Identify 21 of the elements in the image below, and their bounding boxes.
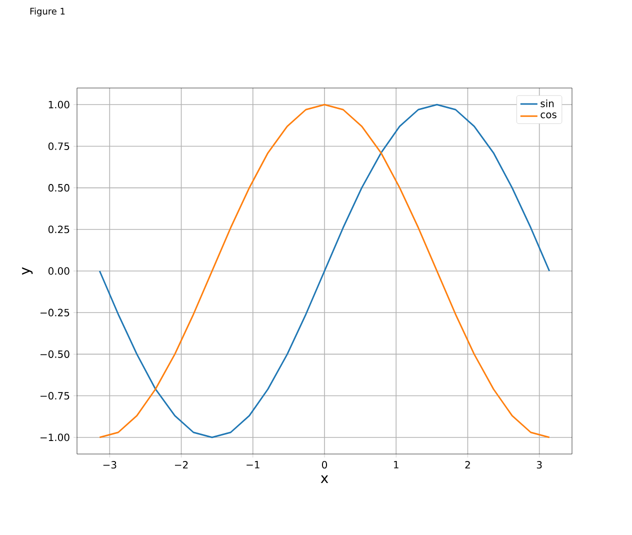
y-tick-label: 0.50 [48, 184, 70, 192]
y-tick-label: 1.00 [48, 100, 70, 108]
y-tick-label: −1.00 [40, 434, 70, 442]
x-tick-label: 0 [322, 461, 328, 469]
x-tick-label: 2 [465, 461, 470, 468]
caption: Figure 1 [30, 8, 65, 16]
y-tick-label: −0.75 [40, 392, 70, 400]
legend-label: sin [540, 99, 554, 108]
y-axis-title: y [22, 267, 33, 275]
x-tick-label: −3 [103, 461, 116, 469]
y-tick-label: −0.50 [40, 350, 70, 358]
y-tick-label: 0.75 [48, 142, 70, 150]
x-tick-label: 3 [536, 461, 542, 469]
y-tick-label: 0.25 [48, 226, 70, 234]
y-tick-label: −0.25 [40, 308, 70, 316]
legend-label: cos [540, 112, 556, 118]
x-tick-label: −1 [246, 461, 260, 468]
x-axis-title: x [320, 475, 328, 484]
y-tick-label: 0.00 [48, 267, 70, 275]
x-tick-label: 1 [394, 461, 398, 468]
x-tick-label: −2 [174, 461, 188, 468]
